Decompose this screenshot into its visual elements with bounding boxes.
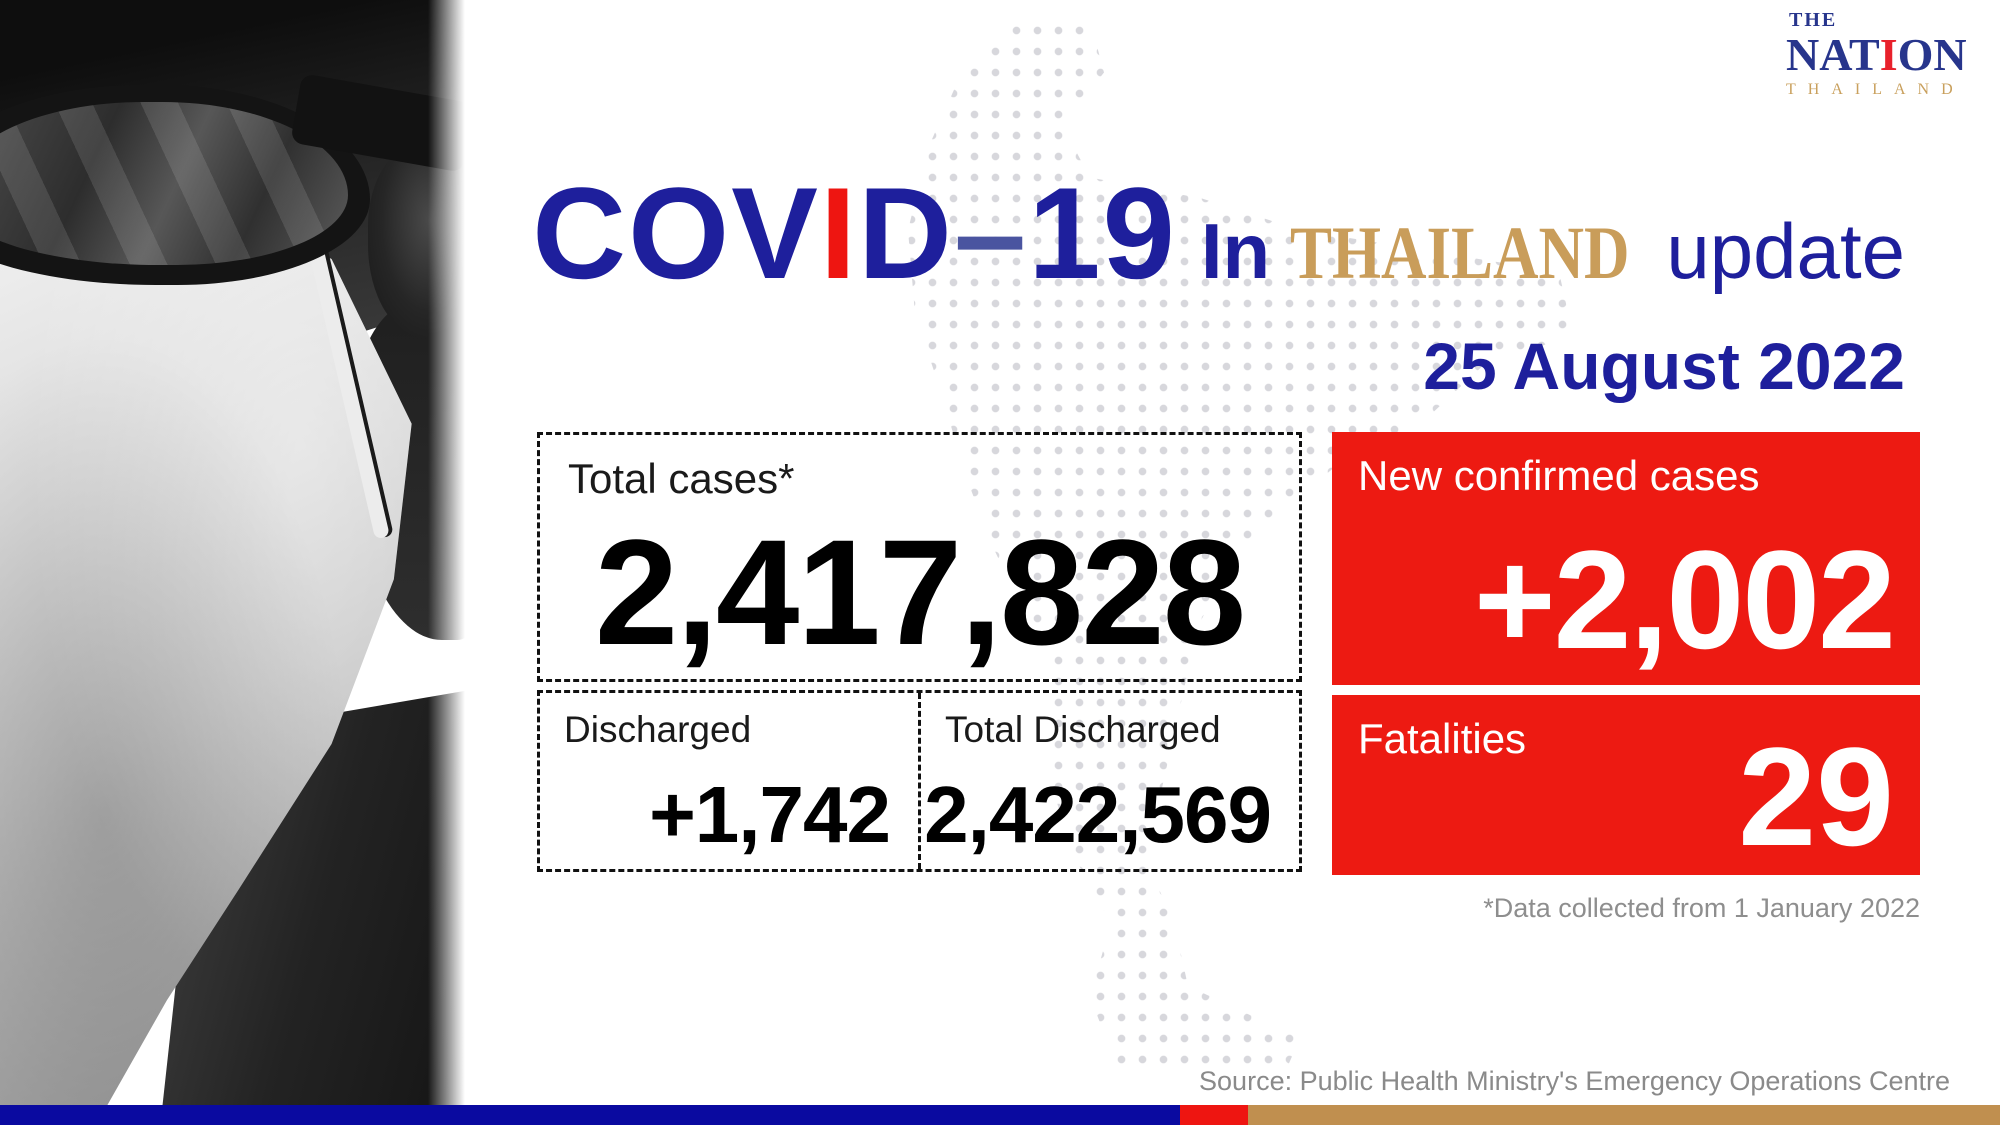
- discharged-label: Discharged: [564, 709, 752, 750]
- total-cases-card: Total cases* 2,417,828: [537, 432, 1302, 682]
- headline-cov: COV: [532, 160, 820, 306]
- discharged-value: +1,742: [649, 770, 891, 859]
- total-discharged-value: 2,422,569: [924, 770, 1272, 859]
- total-discharged-card: Total Discharged 2,422,569: [918, 693, 1299, 869]
- logo-nation-part-b: ON: [1897, 29, 1967, 80]
- new-confirmed-cases-value: +2,002: [1473, 521, 1896, 678]
- nation-thailand-logo: THE NATION THAILAND: [1786, 10, 1986, 98]
- headline-red-i: I: [819, 160, 859, 306]
- fatalities-card: Fatalities 29: [1332, 695, 1920, 875]
- logo-the-text: THE: [1789, 9, 1838, 31]
- headline-19: 19: [1028, 160, 1177, 306]
- fatalities-label: Fatalities: [1358, 715, 1527, 762]
- masked-person-photo: [0, 0, 470, 1105]
- source-credit: Source: Public Health Ministry's Emergen…: [1199, 1066, 1950, 1096]
- headline-d: D: [858, 160, 954, 306]
- total-cases-label: Total cases*: [568, 455, 795, 502]
- photo-sunglasses-lens: [0, 85, 370, 285]
- headline-in: In: [1200, 207, 1271, 295]
- new-confirmed-cases-label: New confirmed cases: [1358, 452, 1760, 499]
- headline-thailand: THAILAND: [1290, 212, 1630, 295]
- photo-edge-fade: [428, 0, 470, 1105]
- logo-nation-red-i: I: [1879, 29, 1898, 80]
- logo-nation-wordmark: NATION: [1786, 32, 1986, 78]
- footer-bar-blue: [0, 1105, 1180, 1125]
- report-date: 25 August 2022: [1423, 329, 1905, 403]
- logo-nation-part-a: NAT: [1786, 29, 1880, 80]
- footer-bar-red: [1180, 1105, 1248, 1125]
- headline-update: update: [1666, 207, 1905, 295]
- discharged-card: Discharged +1,742: [540, 693, 918, 869]
- headline: COVID–19 In THAILAND update: [500, 168, 1905, 298]
- discharged-cards-row: Discharged +1,742 Total Discharged 2,422…: [537, 690, 1302, 872]
- headline-covid19: COVID–19: [532, 168, 1177, 298]
- data-collection-footnote: *Data collected from 1 January 2022: [1483, 893, 1920, 923]
- logo-thailand-text: THAILAND: [1786, 81, 1965, 98]
- footer-bar-gold: [1248, 1105, 2000, 1125]
- total-discharged-label: Total Discharged: [945, 709, 1221, 750]
- total-cases-value: 2,417,828: [594, 508, 1246, 676]
- headline-dash: –: [953, 160, 1029, 306]
- new-confirmed-cases-card: New confirmed cases +2,002: [1332, 432, 1920, 685]
- fatalities-value: 29: [1738, 718, 1894, 875]
